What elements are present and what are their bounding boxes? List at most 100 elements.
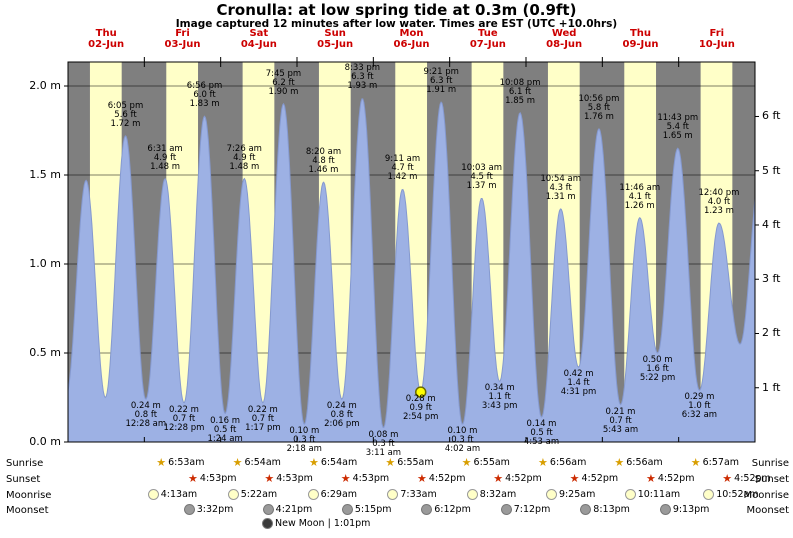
tide-annotation-high: 10:54 am 4.3 ft 1.31 m — [540, 173, 581, 202]
sunrise-marker: ★ 6:56am — [538, 457, 586, 468]
y-axis-label-ft: 5 ft — [762, 163, 781, 177]
tide-annotation-low: 0.50 m 1.6 ft 5:22 pm — [639, 355, 676, 383]
moonset-icon — [500, 504, 512, 515]
moonrise-label-left: Moonrise — [6, 490, 52, 501]
sunrise-marker: ★ 6:55am — [462, 457, 510, 468]
moonrise-time: 5:22am — [240, 489, 278, 500]
y-axis-label-m: 1.5 m — [29, 168, 61, 181]
tide-annotation-low: 0.22 m 0.7 ft 1:17 pm — [245, 404, 281, 433]
sunrise-marker: ★ 6:53am — [156, 457, 204, 468]
sunrise-icon: ★ — [614, 456, 625, 469]
moonset-marker: 4:21pm — [262, 504, 313, 515]
y-axis-label-m: 2.0 m — [29, 79, 61, 92]
sunrise-marker: ★ 6:56am — [614, 457, 662, 468]
sunset-marker: ★ 4:52pm — [493, 473, 542, 484]
y-axis-label-m: 0.5 m — [29, 346, 61, 359]
sunset-icon: ★ — [569, 472, 580, 485]
tide-annotation-high: 7:45 pm 6.2 ft 1.90 m — [265, 68, 302, 97]
moonrise-icon — [227, 489, 239, 500]
current-time-marker — [414, 386, 427, 398]
y-axis-label-ft: 4 ft — [762, 217, 781, 231]
sunset-icon: ★ — [645, 472, 656, 485]
day-label: Sun 05-Jun — [317, 28, 354, 50]
moonrise-icon — [545, 489, 557, 500]
sunrise-time: 6:57am — [702, 457, 740, 468]
moonset-marker: 3:32pm — [183, 504, 234, 515]
tide-annotation-low: 0.28 m 0.9 ft 2:54 pm — [402, 394, 439, 423]
sunrise-icon: ★ — [690, 456, 701, 469]
sunset-icon: ★ — [340, 472, 351, 485]
chart-subtitle: Image captured 12 minutes after low wate… — [175, 18, 618, 30]
moonrise-marker: 7:33am — [387, 489, 437, 500]
tide-annotation-low: 0.29 m 1.0 ft 6:32 am — [681, 392, 718, 421]
moonset-icon — [580, 504, 592, 515]
sunset-label-left: Sunset — [6, 474, 41, 485]
moonrise-icon — [387, 489, 399, 500]
moonrise-time: 9:25am — [558, 489, 596, 500]
tide-annotation-high: 9:11 am 4.7 ft 1.42 m — [384, 154, 421, 183]
sunset-icon: ★ — [416, 472, 427, 485]
y-axis-label-ft: 6 ft — [762, 109, 781, 123]
sunrise-marker: ★ 6:55am — [385, 457, 433, 468]
sunrise-time: 6:54am — [320, 457, 358, 468]
sunset-icon: ★ — [188, 472, 198, 485]
day-label: Thu 02-Jun — [88, 28, 125, 50]
tide-annotation-low: 0.34 m 1.1 ft 3:43 pm — [481, 383, 518, 412]
moonset-label-right: Moonset — [746, 505, 790, 516]
moonset-marker: 6:12pm — [421, 504, 471, 515]
tide-annotation-high: 8:33 pm 6.3 ft 1.93 m — [344, 63, 381, 92]
moonset-marker: 9:13pm — [659, 504, 709, 515]
sunset-icon: ★ — [722, 472, 733, 485]
sunset-marker: ★ 4:53pm — [264, 473, 313, 484]
tide-annotation-high: 11:43 pm 5.4 ft 1.65 m — [657, 113, 699, 142]
tide-annotation-high: 10:56 pm 5.8 ft 1.76 m — [578, 93, 620, 122]
sunrise-marker: ★ 6:54am — [309, 457, 357, 468]
day-label: Thu 09-Jun — [622, 28, 659, 50]
moonset-icon — [659, 504, 671, 515]
sunrise-icon: ★ — [385, 456, 396, 469]
sunset-marker: ★ 4:52pm — [570, 473, 619, 484]
moonset-time: 7:12pm — [513, 504, 551, 515]
tide-annotation-high: 9:21 pm 6.3 ft 1.91 m — [423, 67, 459, 96]
tide-annotation-low: 0.10 m 0.3 ft 4:02 am — [444, 426, 481, 455]
day-label: Fri 10-Jun — [698, 28, 735, 50]
day-label: Fri 03-Jun — [164, 28, 201, 50]
sunset-marker: ★ 4:52pm — [417, 473, 466, 484]
tide-annotation-low: 0.24 m 0.8 ft 12:28 am — [125, 401, 167, 430]
sunrise-time: 6:54am — [244, 457, 281, 468]
moonset-time: 5:15pm — [354, 504, 392, 515]
moonset-time: 4:21pm — [275, 504, 313, 515]
sunset-marker: ★ 4:52pm — [722, 473, 771, 484]
day-label: Sat 04-Jun — [240, 28, 277, 50]
moonset-time: 3:32pm — [196, 504, 234, 515]
tide-annotation-high: 6:31 am 4.9 ft 1.48 m — [147, 143, 183, 172]
moonrise-marker: 6:29am — [307, 489, 357, 500]
sunset-time: 4:53pm — [352, 473, 390, 484]
sunset-marker: ★ 4:53pm — [341, 473, 390, 484]
sunset-icon: ★ — [264, 472, 275, 485]
tide-annotation-low: 0.08 m 0.3 ft 3:11 am — [365, 429, 402, 458]
sunrise-time: 6:55am — [397, 457, 434, 468]
moonrise-time: 4:13am — [160, 489, 198, 500]
sunset-time: 4:52pm — [734, 473, 771, 484]
tide-annotation-high: 7:26 am 4.9 ft 1.48 m — [226, 143, 262, 172]
moonrise-icon — [466, 489, 478, 500]
sunset-time: 4:52pm — [581, 473, 619, 484]
sunrise-icon: ★ — [156, 456, 167, 469]
chart-title: Cronulla: at low spring tide at 0.3m (0.… — [216, 1, 577, 19]
tide-curve — [67, 98, 756, 443]
sunset-time: 4:52pm — [428, 473, 466, 484]
y-axis-label-m: 1.0 m — [29, 257, 61, 270]
moonrise-marker: 8:32am — [466, 489, 516, 500]
moonrise-time: 10:11am — [637, 489, 681, 500]
sunrise-time: 6:56am — [626, 457, 663, 468]
tide-annotation-high: 11:46 am 4.1 ft 1.26 m — [619, 182, 661, 211]
moonset-icon — [262, 504, 274, 515]
tide-annotation-high: 12:40 pm 4.0 ft 1.23 m — [698, 188, 740, 217]
moonrise-marker: 4:13am — [147, 489, 198, 500]
new-moon-label: New Moon | 1:01pm — [275, 518, 371, 529]
moonrise-marker: 10:11am — [624, 489, 681, 500]
